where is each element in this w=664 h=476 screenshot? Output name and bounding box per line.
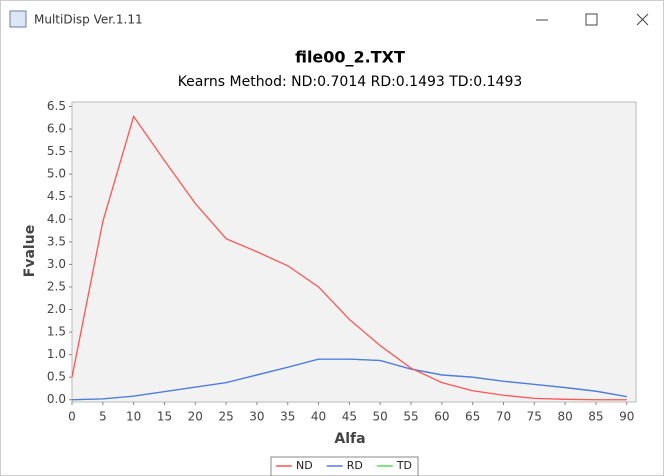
series-line [71, 114, 627, 401]
window-title: MultiDisp Ver.1.11 [34, 13, 143, 27]
x-tick-label: 30 [249, 410, 264, 424]
x-tick-label: 5 [99, 410, 107, 424]
y-tick-label: 4.0 [47, 212, 66, 226]
x-tick-label: 55 [403, 410, 418, 424]
x-axis-label: Alfa [334, 431, 365, 447]
legend-label: RD [347, 459, 363, 472]
legend-label: ND [296, 459, 313, 472]
x-tick-label: 0 [68, 410, 76, 424]
x-tick-label: 50 [373, 410, 388, 424]
series-line [71, 358, 627, 401]
legend [270, 456, 419, 476]
chart-subtitle: Kearns Method: ND:0.7014 RD:0.1493 TD:0.… [178, 74, 523, 90]
x-tick-label: 85 [588, 410, 603, 424]
x-tick-label: 75 [527, 410, 542, 424]
x-tick-label: 80 [557, 410, 572, 424]
y-tick-label: 3.0 [47, 257, 66, 271]
y-tick-label: 1.0 [47, 347, 66, 361]
y-axis-label: Fvalue [22, 225, 38, 277]
y-tick-label: 5.5 [47, 144, 66, 158]
app-icon [9, 10, 27, 28]
close-button[interactable] [636, 13, 649, 26]
x-tick-label: 35 [280, 410, 295, 424]
maximize-button[interactable] [585, 13, 598, 26]
x-tick-label: 15 [157, 410, 172, 424]
legend-label: TD [396, 459, 412, 472]
y-tick-label: 1.5 [47, 325, 66, 339]
y-tick-label: 2.0 [47, 302, 66, 316]
x-tick-label: 45 [342, 410, 357, 424]
plot-area [71, 101, 637, 403]
y-tick-label: 0.0 [47, 392, 66, 406]
x-tick-label: 10 [126, 410, 141, 424]
y-tick-label: 2.5 [47, 279, 66, 293]
y-tick-label: 6.0 [47, 122, 66, 136]
x-tick-label: 65 [465, 410, 480, 424]
y-tick-label: 4.5 [47, 189, 66, 203]
x-tick-label: 70 [496, 410, 511, 424]
x-tick-label: 60 [434, 410, 449, 424]
y-tick-label: 5.0 [47, 167, 66, 181]
x-tick-label: 25 [218, 410, 233, 424]
x-tick-label: 40 [311, 410, 326, 424]
y-tick-label: 6.5 [47, 99, 66, 113]
x-tick-label: 20 [188, 410, 203, 424]
x-tick-label: 90 [619, 410, 634, 424]
y-tick-label: 3.5 [47, 234, 66, 248]
y-tick-label: 0.5 [47, 370, 66, 384]
chart-title: file00_2.TXT [295, 48, 405, 67]
